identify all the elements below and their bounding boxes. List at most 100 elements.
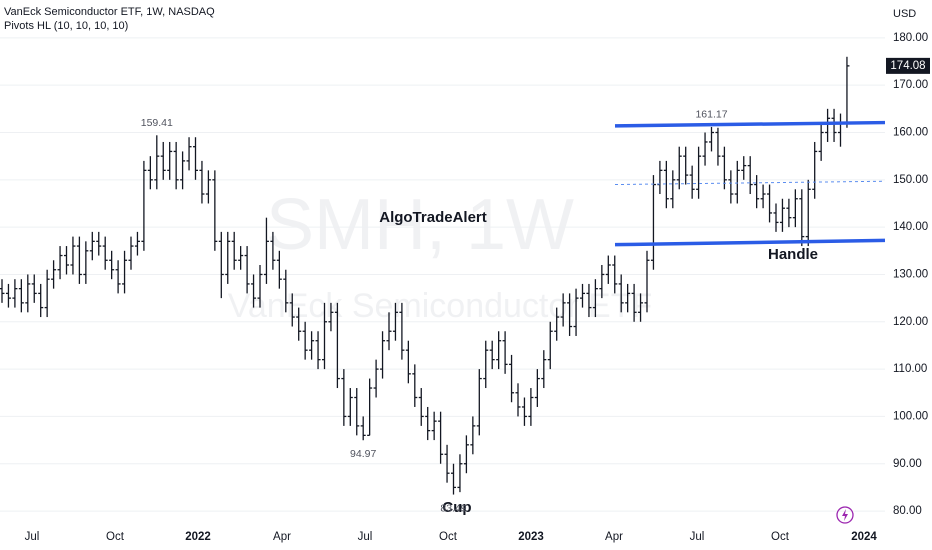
ohlc-bar [309,331,315,360]
ohlc-bar [644,250,650,313]
ohlc-bar [193,137,198,180]
ohlc-bar [167,141,173,180]
ohlc-bar [270,231,276,270]
ohlc-bar [51,260,57,289]
ohlc-bar [509,354,515,403]
ohlc-bar [134,231,140,256]
ohlc-bar [683,146,689,185]
chart-title: VanEck Semiconductor ETF, 1W, NASDAQ [4,6,215,18]
plot [0,37,886,512]
ohlc-bar [38,283,44,318]
ohlc-bar [502,331,508,374]
ohlc-bar [547,321,553,370]
ohlc-bar [463,435,469,474]
pivot-label: 159.41 [141,117,173,129]
ohlc-bar [715,127,721,166]
ohlc-bar [483,340,489,389]
ohlc-bar [521,397,527,426]
ohlc-bar [799,189,805,247]
icon-ring [836,506,854,524]
ohlc-bar [64,246,69,275]
currency: USD [893,8,916,20]
x-tick-label: Jul [690,531,705,543]
ohlc-bar [631,283,637,322]
pivot-label: 161.17 [695,109,727,121]
ohlc-bar [276,250,282,289]
ohlc-bar [425,406,431,441]
x-tick-label: Oct [771,531,790,543]
ohlc-bar [541,350,547,389]
ohlc-bar [341,369,347,426]
ohlc-bar [625,283,631,313]
ohlc-bar [709,126,714,152]
ohlc-bar [238,246,244,270]
ohlc-bar [444,444,450,483]
ohlc-bar [141,160,147,251]
x-tick-label: 2022 [185,531,211,543]
level-line [614,238,886,247]
ohlc-bar [786,198,792,228]
ohlc-bar [334,302,340,389]
ohlc-bar [754,175,760,209]
ohlc-bar [412,364,418,407]
ohlc-bar [5,283,11,308]
ohlc-bar [702,132,708,166]
ohlc-bar [212,170,218,251]
ohlc-bar [476,369,482,436]
ohlc-bar [160,141,166,180]
ohlc-bar [638,293,644,322]
ohlc-bar [560,293,566,327]
level-line [614,120,886,128]
ohlc-bar [302,321,308,360]
ohlc-bar [773,203,779,232]
ohlc-bar [812,141,818,199]
y-tick-label: 80.00 [893,505,922,517]
ohlc-bar [741,156,747,180]
icon-bolt [842,509,848,521]
ohlc-bar [257,265,263,308]
ohlc-bar [102,236,108,270]
ohlc-bar [109,250,115,280]
y-tick-label: 150.00 [893,174,928,186]
alert-icon[interactable] [836,506,854,524]
ohlc-bar [70,236,76,275]
ohlc-bar [728,170,734,204]
ohlc-bar [747,156,753,195]
ohlc-bar [31,274,37,303]
ohlc-bar [289,293,295,327]
ohlc-bar [386,312,392,351]
ohlc-bar [18,279,24,313]
ohlc-bar [147,156,153,190]
ohlc-bar [670,170,676,209]
ohlc-bar [805,179,811,247]
last-price-label: 174.08 [890,60,925,72]
ohlc-bar [399,302,405,360]
x-tick-label: Apr [273,531,291,543]
ohlc-bar [515,383,521,417]
ohlc-bar [554,307,560,341]
ohlc-bar [599,265,605,299]
ohlc-bar [199,160,205,204]
ohlc-bar [57,246,63,280]
ohlc-bar [451,463,456,495]
ohlc-bar [734,160,740,204]
ohlc-bar [418,388,424,426]
ohlc-bar [231,231,237,270]
ohlc-bar [779,198,785,232]
ohlc-bar [676,146,682,190]
ohlc-bar [89,231,95,261]
ohlc-bar [580,283,585,308]
watermark: SMH, 1W [266,185,574,265]
ohlc-bar [405,340,411,384]
annotation: Handle [768,246,818,263]
ohlc-bar [83,241,89,284]
ohlc-bar [283,269,289,313]
ohlc-bar [322,302,327,370]
ohlc-bar [218,231,224,299]
ohlc-bar [225,231,231,284]
x-tick-label: Jul [358,531,373,543]
ohlc-bar [792,189,798,228]
ohlc-bar [76,236,82,284]
ohlc-bar [534,369,540,407]
ohlc-bar [438,411,444,464]
